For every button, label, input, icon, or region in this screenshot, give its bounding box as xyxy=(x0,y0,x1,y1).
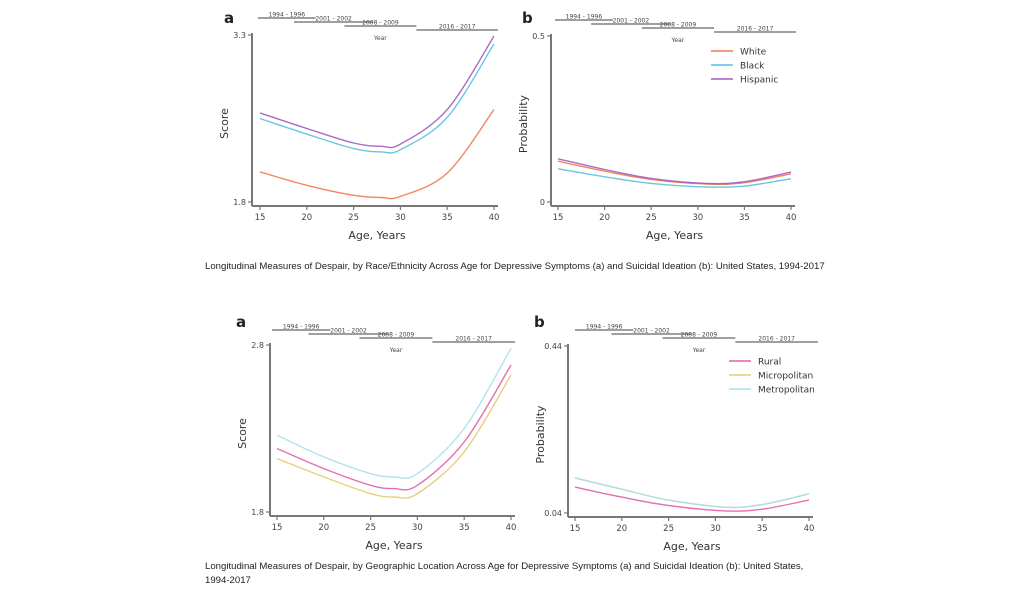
x-tick-label: 40 xyxy=(804,524,815,534)
legend-label: Hispanic xyxy=(740,76,778,86)
year-period-label: 2016 - 2017 xyxy=(455,336,492,343)
y-tick-label: 0.44 xyxy=(544,342,562,351)
panel-label: b xyxy=(522,9,533,27)
series-line-rural xyxy=(574,486,810,512)
panel-label: a xyxy=(224,9,234,27)
series-line-black xyxy=(259,43,495,154)
x-tick-label: 30 xyxy=(692,213,703,223)
x-tick-label: 25 xyxy=(663,524,674,534)
y-axis-label: Probability xyxy=(517,94,530,153)
y-axis-label: Score xyxy=(236,418,249,449)
x-axis-label: Age, Years xyxy=(365,539,423,552)
year-period-label: 2001 - 2002 xyxy=(330,328,367,335)
x-tick-label: 15 xyxy=(272,523,283,533)
y-axis-label: Score xyxy=(218,108,231,139)
year-period-label: 2001 - 2002 xyxy=(613,18,650,25)
year-period-label: 1994 - 1996 xyxy=(586,324,623,331)
x-axis-label: Age, Years xyxy=(663,540,721,553)
year-label: Year xyxy=(692,347,706,354)
y-tick-label: 1.8 xyxy=(251,508,264,517)
chart-geo-a: a 1994 - 1996 2001 - 2002 2008 - 2009 2016 -… xyxy=(236,313,516,552)
year-period-label: 1994 - 1996 xyxy=(566,14,603,21)
y-tick-label: 0.04 xyxy=(544,509,562,518)
series-line-hispanic xyxy=(557,158,792,185)
x-tick-label: 30 xyxy=(710,524,721,534)
x-tick-label: 35 xyxy=(757,524,768,534)
year-period-label: 2016 - 2017 xyxy=(439,24,476,31)
year-period-label: 2016 - 2017 xyxy=(758,336,795,343)
year-label: Year xyxy=(671,37,685,44)
legend-label: Black xyxy=(740,62,765,72)
x-axis-label: Age, Years xyxy=(348,229,406,242)
series-line-metropolitan xyxy=(574,477,810,509)
legend-label: White xyxy=(740,48,767,58)
x-tick-label: 40 xyxy=(489,213,500,223)
x-tick-label: 25 xyxy=(348,213,359,223)
legend-label: Micropolitan xyxy=(758,372,813,382)
y-tick-label: 3.3 xyxy=(233,31,246,40)
x-tick-label: 40 xyxy=(786,213,797,223)
x-tick-label: 20 xyxy=(616,524,627,534)
x-tick-label: 40 xyxy=(506,523,517,533)
x-tick-label: 15 xyxy=(570,524,581,534)
series-line-metropolitan xyxy=(276,347,512,479)
y-tick-label: 2.8 xyxy=(251,341,264,350)
x-tick-label: 35 xyxy=(442,213,453,223)
x-tick-label: 20 xyxy=(599,213,610,223)
x-tick-label: 35 xyxy=(739,213,750,223)
y-tick-label: 0 xyxy=(540,198,545,207)
x-tick-label: 25 xyxy=(365,523,376,533)
x-axis-label: Age, Years xyxy=(646,229,704,242)
year-period-label: 2008 - 2009 xyxy=(660,22,697,29)
year-label: Year xyxy=(373,35,387,42)
series-line-white xyxy=(259,109,495,200)
year-period-label: 2016 - 2017 xyxy=(737,26,774,33)
year-period-label: 1994 - 1996 xyxy=(269,12,306,19)
legend-label: Metropolitan xyxy=(758,386,815,396)
panel-label: b xyxy=(534,313,545,331)
chart-race-b: b 1994 - 1996 2001 - 2002 2008 - 2009 2016 -… xyxy=(517,9,796,242)
chart-geo-b: b 1994 - 1996 2001 - 2002 2008 - 2009 2016 -… xyxy=(534,313,818,553)
x-tick-label: 25 xyxy=(646,213,657,223)
y-axis-label: Probability xyxy=(534,405,547,464)
x-tick-label: 35 xyxy=(459,523,470,533)
panel-label: a xyxy=(236,313,246,331)
series-line-rural xyxy=(276,364,512,491)
year-period-label: 2008 - 2009 xyxy=(362,20,399,27)
year-period-label: 2001 - 2002 xyxy=(633,328,670,335)
x-tick-label: 15 xyxy=(553,213,564,223)
year-label: Year xyxy=(389,347,403,354)
year-period-label: 2001 - 2002 xyxy=(315,16,352,23)
year-period-label: 2008 - 2009 xyxy=(378,332,415,339)
x-tick-label: 15 xyxy=(255,213,266,223)
year-period-label: 2008 - 2009 xyxy=(681,332,718,339)
x-tick-label: 30 xyxy=(412,523,423,533)
caption-race: Longitudinal Measures of Despair, by Rac… xyxy=(205,261,825,272)
legend-label: Rural xyxy=(758,358,781,368)
y-tick-label: 0.5 xyxy=(532,32,545,41)
series-line-black xyxy=(557,168,792,189)
chart-race-a: a 1994 - 1996 2001 - 2002 2008 - 2009 2016 -… xyxy=(218,9,499,242)
caption-geography: Longitudinal Measures of Despair, by Geo… xyxy=(205,561,804,586)
x-tick-label: 30 xyxy=(395,213,406,223)
x-tick-label: 20 xyxy=(318,523,329,533)
series-line-micropolitan xyxy=(276,374,512,499)
x-tick-label: 20 xyxy=(301,213,312,223)
y-tick-label: 1.8 xyxy=(233,198,246,207)
year-period-label: 1994 - 1996 xyxy=(283,324,320,331)
series-line-hispanic xyxy=(259,35,495,149)
